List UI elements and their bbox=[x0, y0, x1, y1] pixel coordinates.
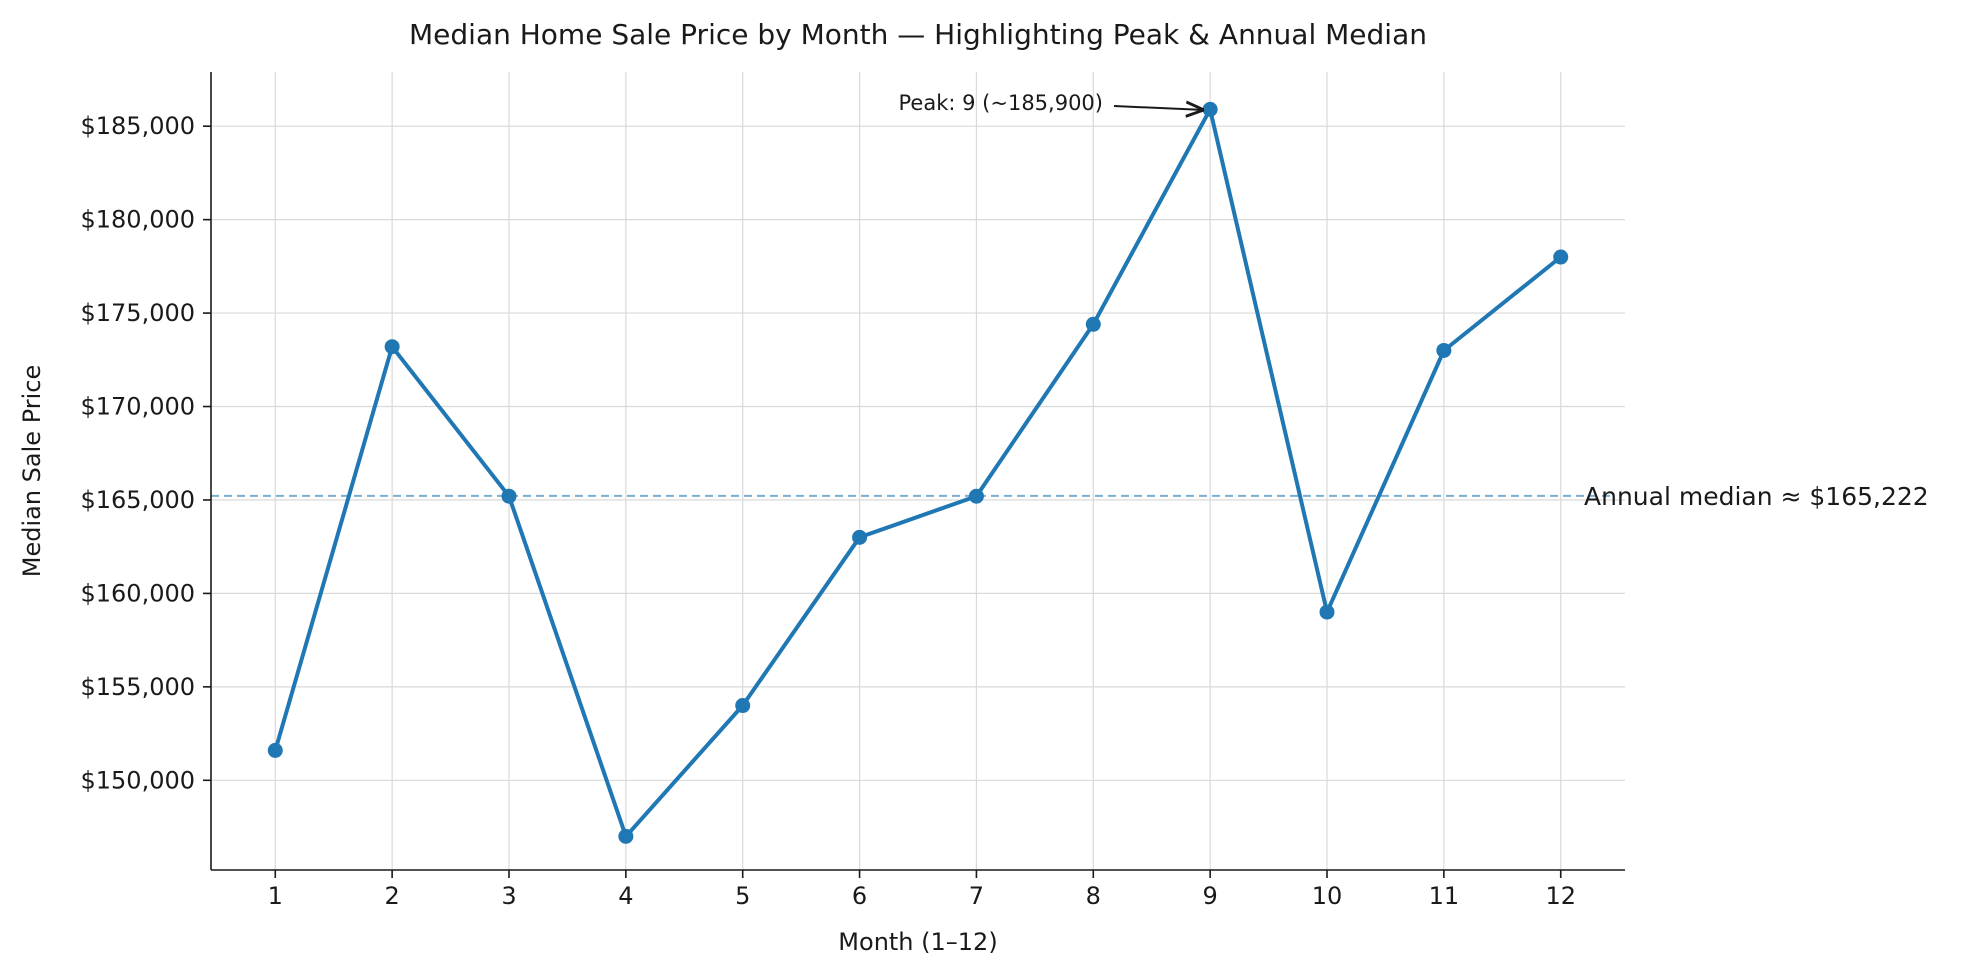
data-point bbox=[267, 742, 283, 758]
data-point bbox=[618, 828, 634, 844]
data-point bbox=[1085, 316, 1101, 332]
x-tick-label: 6 bbox=[852, 882, 867, 910]
x-tick-label: 3 bbox=[501, 882, 516, 910]
data-point bbox=[735, 698, 751, 714]
data-point bbox=[1436, 342, 1452, 358]
annotation-layer: Peak: 9 (~185,900) bbox=[899, 91, 1203, 115]
series-layer bbox=[267, 101, 1569, 844]
x-axis-title: Month (1–12) bbox=[838, 928, 997, 956]
x-tick-label: 4 bbox=[618, 882, 633, 910]
y-tick-label: $155,000 bbox=[80, 673, 195, 701]
y-tick-label: $160,000 bbox=[80, 579, 195, 607]
median-reference-label: Annual median ≈ $165,222 bbox=[1584, 482, 1929, 511]
x-tick-label: 10 bbox=[1312, 882, 1343, 910]
y-tick-label: $180,000 bbox=[80, 206, 195, 234]
x-tick-label: 1 bbox=[268, 882, 283, 910]
data-point bbox=[1553, 249, 1569, 265]
data-point bbox=[1319, 604, 1335, 620]
peak-arrow bbox=[1113, 106, 1202, 110]
chart-title: Median Home Sale Price by Month — Highli… bbox=[409, 18, 1427, 51]
x-tick-label: 8 bbox=[1086, 882, 1101, 910]
y-tick-label: $185,000 bbox=[80, 112, 195, 140]
y-tick-label: $165,000 bbox=[80, 486, 195, 514]
data-point bbox=[968, 488, 984, 504]
data-point bbox=[852, 529, 868, 545]
x-axis-ticks: 1 2 3 4 5 6 7 8 9 10 11 12 bbox=[268, 870, 1576, 910]
peak-annotation-label: Peak: 9 (~185,900) bbox=[899, 91, 1103, 115]
y-axis-title: Median Sale Price bbox=[18, 365, 46, 577]
x-tick-label: 12 bbox=[1545, 882, 1576, 910]
x-tick-label: 11 bbox=[1429, 882, 1460, 910]
median-reference: Annual median ≈ $165,222 bbox=[211, 482, 1929, 511]
x-tick-label: 5 bbox=[735, 882, 750, 910]
data-point bbox=[501, 488, 517, 504]
x-tick-label: 2 bbox=[384, 882, 399, 910]
y-axis-ticks: $150,000 $155,000 $160,000 $165,000 $170,000… bbox=[80, 112, 211, 794]
x-tick-label: 9 bbox=[1203, 882, 1218, 910]
data-point bbox=[1202, 101, 1218, 117]
data-point bbox=[384, 339, 400, 355]
y-tick-label: $150,000 bbox=[80, 766, 195, 794]
series-line bbox=[273, 107, 1562, 839]
y-tick-label: $170,000 bbox=[80, 393, 195, 421]
grid bbox=[211, 72, 1625, 870]
y-tick-label: $175,000 bbox=[80, 299, 195, 327]
x-tick-label: 7 bbox=[969, 882, 984, 910]
